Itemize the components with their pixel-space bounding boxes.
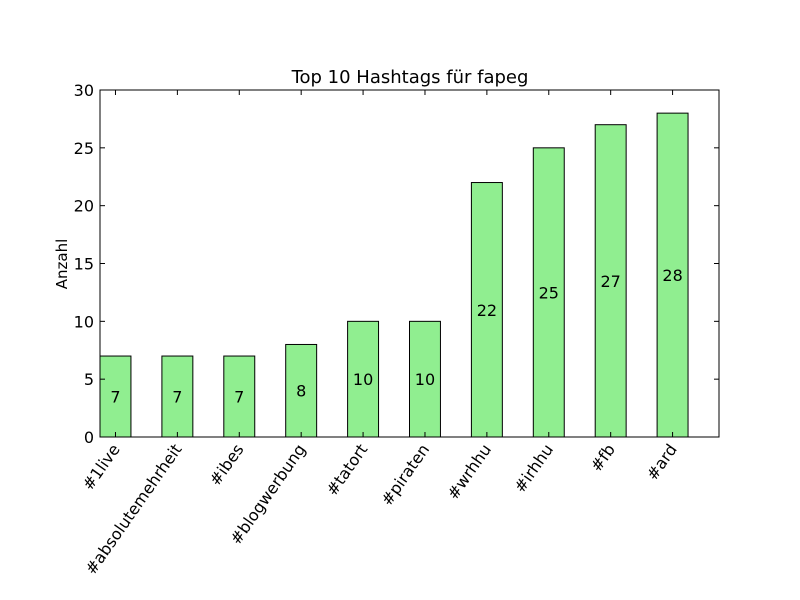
y-tick-label: 25 xyxy=(74,139,94,158)
bar-value-label: 25 xyxy=(539,283,559,302)
bar xyxy=(409,320,441,438)
bar-value-label: 22 xyxy=(477,301,497,320)
y-tick-label: 30 xyxy=(74,81,94,100)
bar xyxy=(99,355,132,438)
bar xyxy=(594,124,627,438)
plot-frame xyxy=(99,89,720,438)
y-tick-label: 15 xyxy=(74,255,94,274)
bar xyxy=(223,355,256,438)
bar-value-label: 7 xyxy=(172,388,182,407)
bar-value-label: 27 xyxy=(600,272,620,291)
bar-value-label: 28 xyxy=(662,266,682,285)
chart-title: Top 10 Hashtags für fapeg xyxy=(291,67,529,88)
y-tick-label: 10 xyxy=(74,312,94,331)
bar-value-label: 7 xyxy=(110,388,120,407)
y-tick-label: 20 xyxy=(74,197,94,216)
bar-value-label: 10 xyxy=(353,370,373,389)
bar xyxy=(532,147,565,438)
bar-value-label: 8 xyxy=(296,382,306,401)
bar-value-label: 10 xyxy=(415,370,435,389)
bar xyxy=(285,343,318,438)
y-tick-label: 5 xyxy=(84,370,94,389)
bar xyxy=(656,112,689,438)
bar xyxy=(161,355,194,438)
y-axis-label: Anzahl xyxy=(53,239,71,290)
bar-value-label: 7 xyxy=(234,388,244,407)
y-tick-label: 0 xyxy=(84,428,94,447)
bar xyxy=(470,182,503,438)
